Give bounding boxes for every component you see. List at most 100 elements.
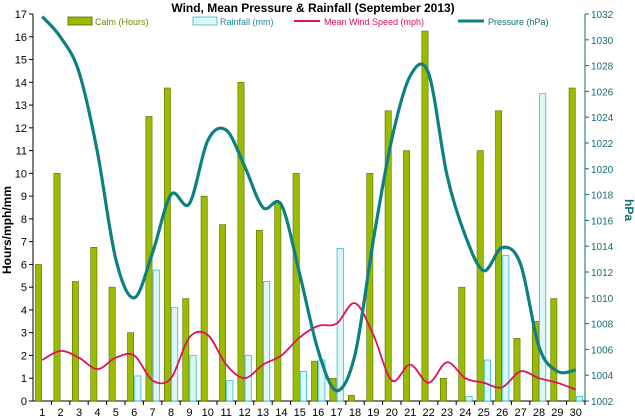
calm-bar — [71, 281, 79, 402]
x-tick-label: 25 — [478, 407, 490, 419]
calm-bar — [274, 201, 282, 402]
legend-label-pressure: Pressure (hPa) — [488, 17, 549, 27]
x-tick-label: 9 — [186, 407, 192, 419]
legend: Calm (Hours) Rainfall (mm) Mean Wind Spe… — [67, 16, 549, 27]
x-tick-label: 17 — [330, 407, 342, 419]
wind-speed-line — [41, 302, 577, 391]
rainfall-bar — [171, 307, 179, 402]
calm-bar — [421, 30, 429, 402]
y2-tick-label: 1022 — [591, 139, 614, 150]
calm-bar — [531, 321, 539, 402]
legend-label-rainfall: Rainfall (mm) — [220, 17, 274, 27]
calm-bar — [200, 195, 208, 402]
y2-tick-label: 1004 — [591, 371, 614, 382]
y2-tick-label: 1030 — [591, 36, 614, 47]
rainfall-bar — [134, 375, 142, 402]
y-tick-label: 5 — [21, 282, 27, 294]
legend-label-wind: Mean Wind Speed (mph) — [324, 17, 424, 27]
legend-item-pressure: Pressure (hPa) — [458, 17, 549, 27]
rainfall-bar — [336, 248, 344, 402]
rainfall-bar — [575, 396, 583, 402]
x-tick-label: 7 — [150, 407, 156, 419]
y-tick-label: 13 — [15, 100, 27, 112]
x-tick-label: 2 — [58, 407, 64, 419]
y-tick-label: 17 — [15, 9, 27, 21]
x-tick-label: 11 — [220, 407, 231, 419]
calm-bar — [292, 173, 300, 402]
y-tick-label: 8 — [21, 214, 27, 226]
y-tick-label: 1 — [21, 373, 27, 385]
calm-bar — [311, 360, 319, 402]
rainfall-bar — [539, 93, 547, 402]
x-tick-label: 22 — [422, 407, 434, 419]
x-tick-label: 26 — [496, 407, 508, 419]
calm-bar — [403, 150, 411, 402]
legend-item-rainfall: Rainfall (mm) — [192, 16, 274, 27]
y2-tick-label: 1020 — [591, 165, 614, 176]
y-tick-label: 3 — [21, 328, 27, 340]
y2-tick-label: 1002 — [591, 397, 614, 408]
calm-bar — [35, 264, 43, 402]
x-tick-label: 8 — [168, 407, 174, 419]
y2-tick-label: 1010 — [591, 294, 614, 305]
rainfall-bar — [152, 269, 160, 402]
calm-bar — [347, 395, 355, 402]
x-tick-label: 10 — [202, 407, 214, 419]
x-tick-label: 14 — [275, 407, 287, 419]
y-tick-label: 12 — [15, 123, 27, 135]
chart-title: Wind, Mean Pressure & Rainfall (Septembe… — [171, 1, 454, 15]
calm-bar — [53, 173, 61, 402]
rainfall-bar — [189, 355, 197, 402]
x-tick-label: 18 — [349, 407, 361, 419]
legend-swatch-calm — [67, 16, 93, 26]
y-tick-label: 14 — [15, 77, 27, 89]
calm-bar — [255, 229, 263, 402]
x-tick-label: 29 — [551, 407, 563, 419]
x-tick-label: 5 — [113, 407, 119, 419]
y2-axis-title: hPa — [622, 199, 635, 221]
calm-bar — [384, 110, 392, 402]
y-tick-label: 15 — [15, 55, 27, 67]
y2-tick-label: 1032 — [591, 10, 614, 21]
x-tick-label: 20 — [386, 407, 398, 419]
y2-tick-label: 1016 — [591, 216, 614, 227]
x-tick-label: 28 — [533, 407, 545, 419]
calm-bar — [550, 298, 558, 402]
y2-tick-label: 1012 — [591, 268, 614, 279]
legend-item-calm: Calm (Hours) — [67, 16, 149, 27]
y-tick-label: 4 — [21, 305, 27, 317]
y-tick-label: 7 — [21, 237, 27, 249]
x-tick-label: 6 — [131, 407, 137, 419]
y-tick-label: 16 — [15, 32, 27, 44]
y-tick-label: 9 — [21, 191, 27, 203]
calm-bar — [219, 224, 227, 402]
x-tick-label: 30 — [570, 407, 582, 419]
calm-bar — [439, 377, 447, 402]
x-tick-label: 3 — [76, 407, 82, 419]
plot-area: 0123456789101112131415161710021004100610… — [15, 9, 614, 419]
x-tick-label: 19 — [367, 407, 379, 419]
calm-bar — [90, 247, 98, 402]
calm-bar — [163, 87, 171, 402]
calm-bar — [108, 286, 116, 402]
x-tick-label: 23 — [441, 407, 453, 419]
y-tick-label: 10 — [15, 168, 27, 180]
y2-tick-label: 1028 — [591, 62, 614, 73]
calm-bar — [458, 286, 466, 402]
y2-tick-label: 1024 — [591, 113, 614, 124]
y-tick-label: 2 — [21, 350, 27, 362]
x-tick-label: 13 — [257, 407, 269, 419]
rainfall-bar — [226, 380, 234, 402]
y2-tick-label: 1026 — [591, 87, 614, 98]
y-tick-label: 11 — [16, 146, 27, 158]
calm-bar — [568, 87, 576, 402]
legend-label-calm: Calm (Hours) — [95, 17, 149, 27]
x-tick-label: 24 — [459, 407, 471, 419]
rainfall-bar — [502, 254, 510, 402]
x-tick-label: 12 — [238, 407, 250, 419]
rainfall-bar — [465, 396, 473, 402]
calm-bar — [476, 150, 484, 402]
y2-tick-label: 1018 — [591, 191, 614, 202]
x-tick-label: 1 — [39, 407, 45, 419]
